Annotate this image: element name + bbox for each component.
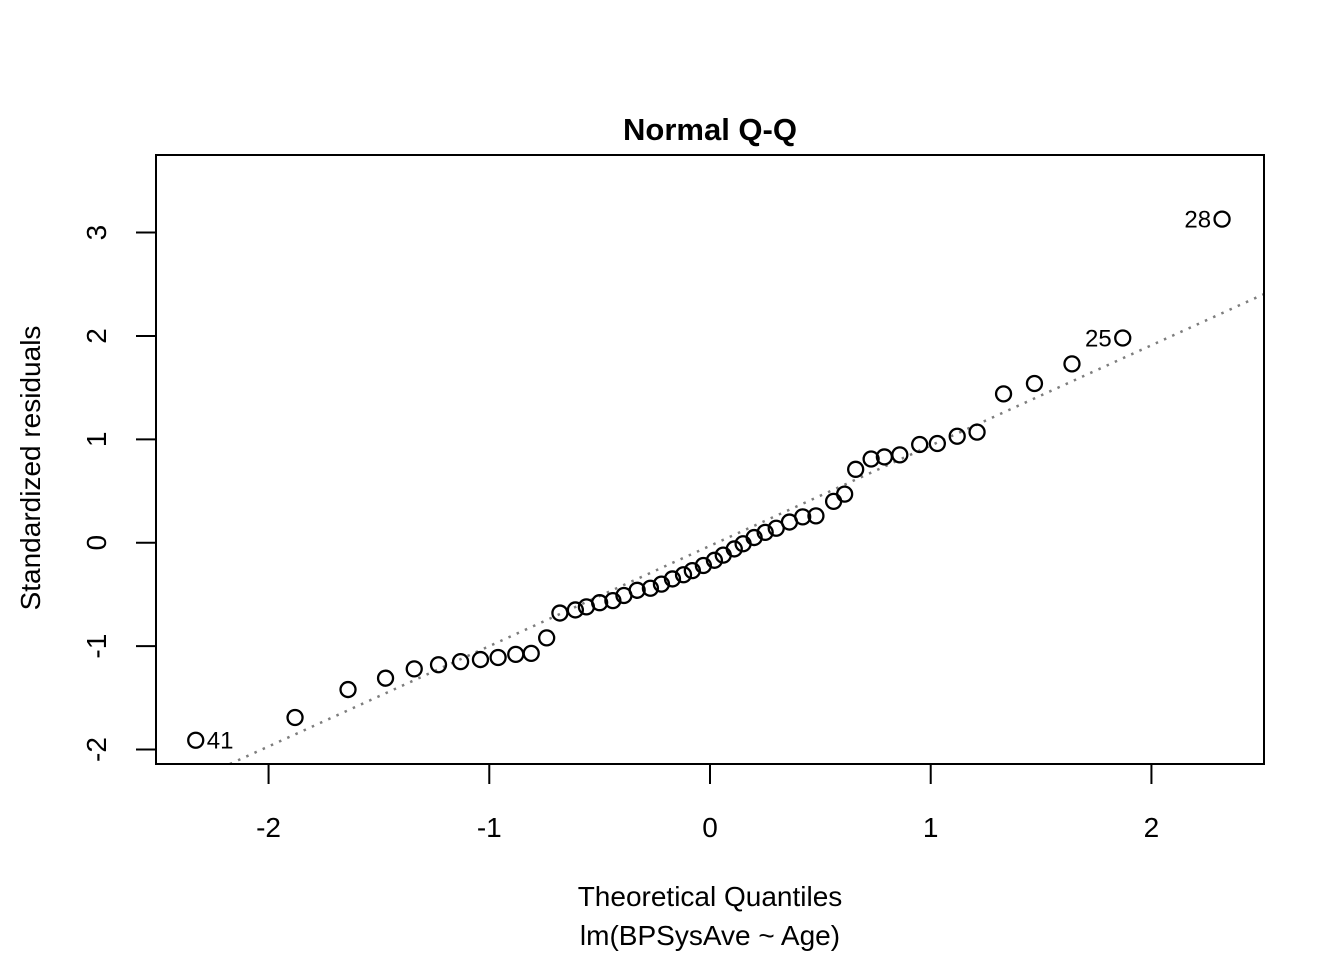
data-point [794, 508, 812, 526]
data-point [835, 485, 854, 503]
point-labels-group: 41 25 28 [207, 207, 1211, 755]
data-point [807, 507, 825, 525]
y-tick-label: 3 [81, 225, 112, 241]
data-point [641, 579, 660, 597]
data-point [824, 492, 843, 511]
data-point [604, 591, 622, 610]
data-point [725, 540, 743, 558]
point-label-25: 25 [1085, 326, 1112, 353]
y-tick-label: 0 [81, 535, 112, 551]
x-axis-ticks-group: -2 -1 0 1 2 [256, 764, 1159, 843]
plot-border-group [155, 154, 1265, 765]
y-tick-label: 1 [81, 432, 112, 448]
data-point [551, 604, 569, 622]
qq-reference-line [229, 292, 1265, 766]
data-point [538, 629, 556, 647]
data-point [489, 648, 507, 667]
y-axis-label: Standardized residuals [15, 326, 46, 611]
x-tick-label: -1 [477, 812, 502, 843]
data-point [566, 601, 585, 619]
data-point [994, 385, 1013, 403]
data-point [471, 650, 490, 669]
model-formula-label: lm(BPSysAve ~ Age) [580, 920, 840, 951]
data-point [1213, 210, 1231, 228]
data-point [891, 446, 909, 464]
x-axis-label: Theoretical Quantiles [578, 881, 843, 912]
plot-border [155, 154, 1265, 765]
x-tick-label: -2 [256, 812, 281, 843]
data-point [652, 575, 671, 593]
y-tick-label: 2 [81, 328, 112, 344]
data-point [628, 581, 646, 599]
data-point [1025, 374, 1044, 393]
data-point [429, 656, 448, 674]
data-point [405, 660, 423, 678]
data-point [756, 523, 774, 542]
data-point [1114, 329, 1132, 347]
x-tick-label: 2 [1144, 812, 1160, 843]
data-point [451, 652, 470, 671]
data-point [286, 708, 304, 727]
data-point [705, 551, 724, 569]
data-point [948, 427, 966, 445]
data-point [862, 450, 880, 468]
reference-line-group [229, 292, 1265, 766]
data-point [507, 645, 525, 664]
data-point [928, 434, 946, 453]
data-point [674, 566, 693, 584]
y-tick-label: -1 [81, 634, 112, 659]
data-point [522, 644, 540, 663]
point-label-28: 28 [1184, 207, 1211, 234]
data-point [683, 562, 701, 580]
data-point [590, 594, 609, 612]
data-point [1063, 355, 1081, 373]
data-point [911, 435, 929, 454]
data-point [339, 680, 357, 699]
x-tick-label: 1 [923, 812, 939, 843]
data-point [968, 423, 986, 441]
x-tick-label: 0 [702, 812, 718, 843]
y-tick-label: -2 [81, 737, 112, 762]
data-point [376, 669, 395, 687]
point-label-41: 41 [207, 728, 234, 755]
data-point [694, 556, 713, 575]
y-axis-ticks-group: -2 -1 0 1 2 3 [81, 225, 156, 762]
data-point [745, 528, 763, 547]
data-point [663, 570, 682, 588]
chart-title: Normal Q-Q [623, 112, 797, 147]
data-point [847, 460, 865, 478]
data-points-group [187, 210, 1231, 749]
data-point [187, 731, 205, 749]
